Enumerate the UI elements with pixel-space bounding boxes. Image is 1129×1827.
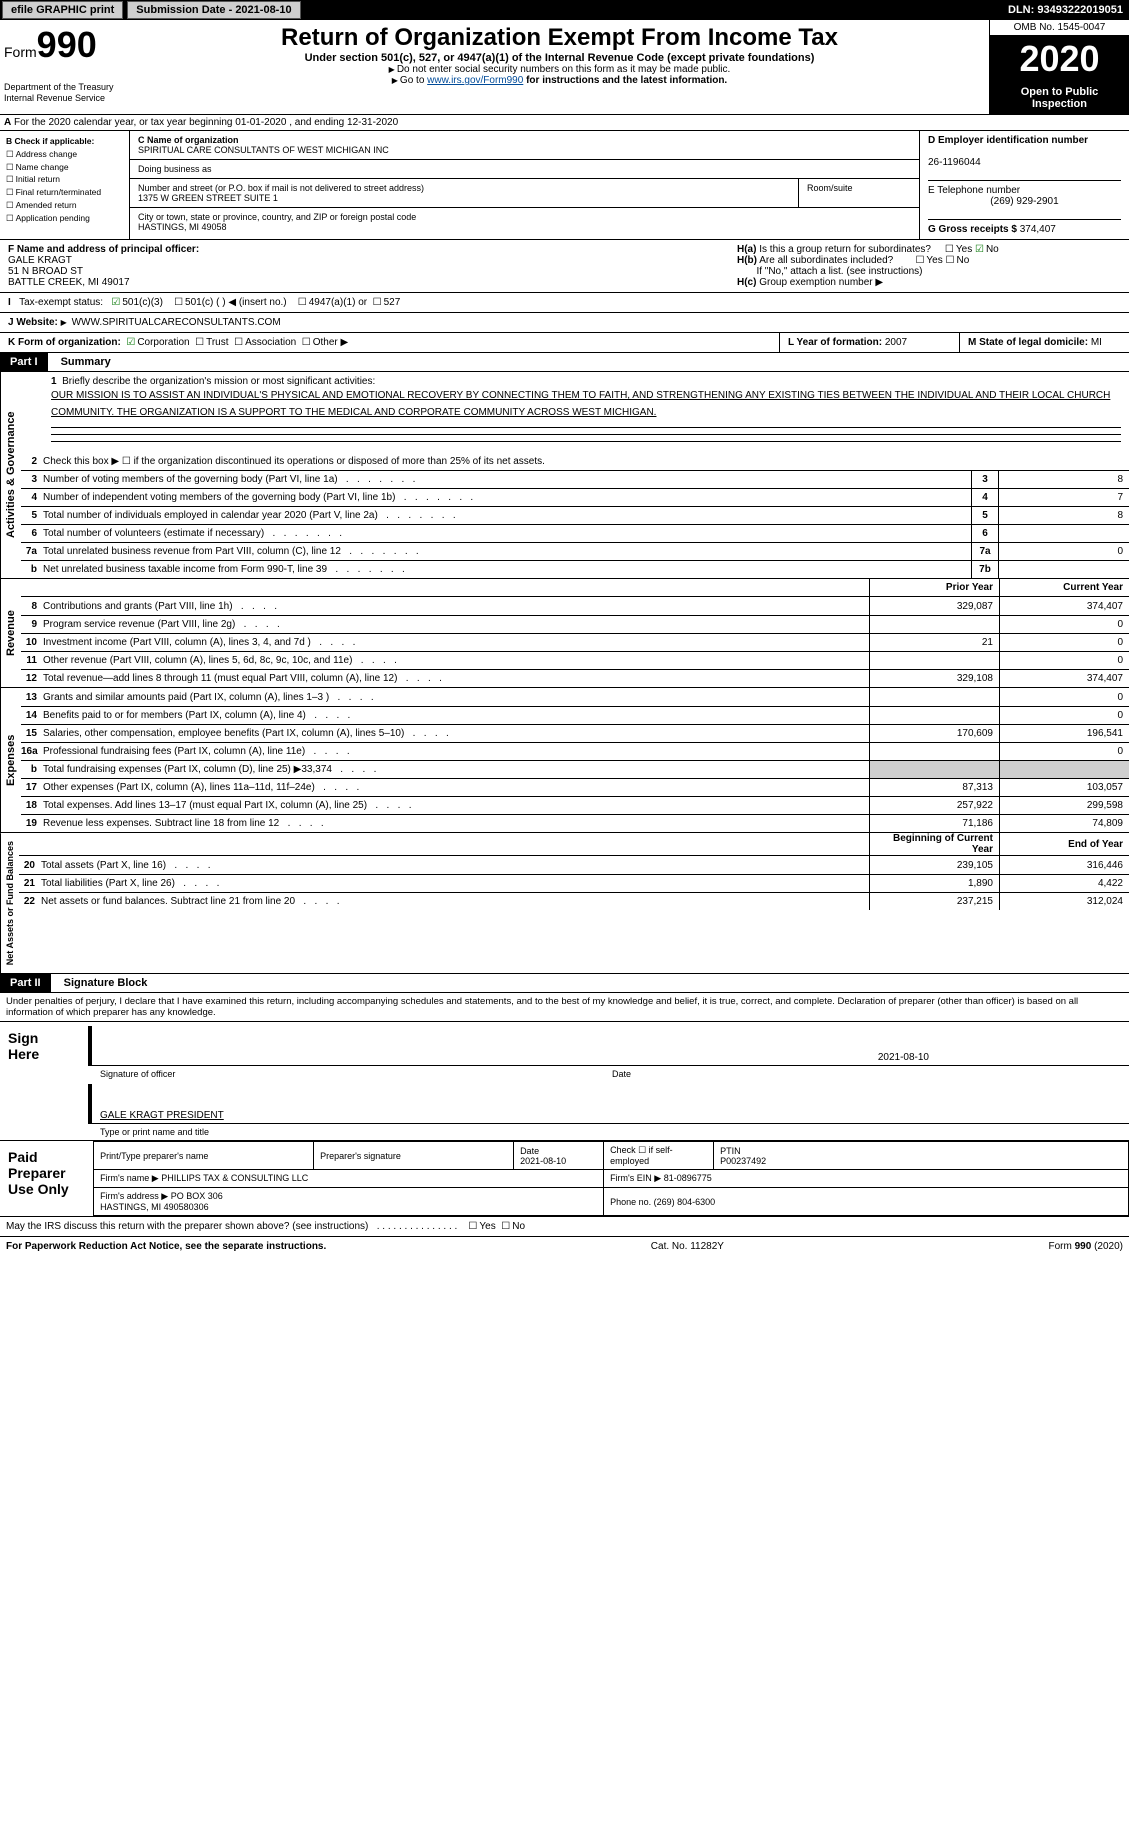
summary-line: 11Other revenue (Part VIII, column (A), … — [21, 651, 1129, 669]
website-row: J Website: WWW.SPIRITUALCARECONSULTANTS.… — [0, 313, 1129, 333]
summary-line: 15Salaries, other compensation, employee… — [21, 724, 1129, 742]
expenses-section: Expenses 13Grants and similar amounts pa… — [0, 687, 1129, 832]
tax-year: 2020 — [990, 36, 1129, 82]
summary-line: 10Investment income (Part VIII, column (… — [21, 633, 1129, 651]
summary-line: 22Net assets or fund balances. Subtract … — [19, 892, 1129, 910]
vert-balances: Net Assets or Fund Balances — [0, 833, 19, 973]
submission-date: Submission Date - 2021-08-10 — [127, 1, 300, 19]
omb-number: OMB No. 1545-0047 — [990, 20, 1129, 36]
summary-line: 19Revenue less expenses. Subtract line 1… — [21, 814, 1129, 832]
summary-line: 21Total liabilities (Part X, line 26) . … — [19, 874, 1129, 892]
form-number: Form990 — [4, 24, 126, 66]
dba-cell: Doing business as — [130, 160, 919, 179]
summary-line: 5Total number of individuals employed in… — [21, 506, 1129, 524]
part-i-header: Part I Summary — [0, 353, 1129, 372]
page-footer: For Paperwork Reduction Act Notice, see … — [0, 1237, 1129, 1256]
ein-cell: D Employer identification number26-11960… — [928, 135, 1121, 168]
principal-officer: F Name and address of principal officer:… — [0, 240, 729, 292]
top-bar: efile GRAPHIC print Submission Date - 20… — [0, 0, 1129, 20]
summary-line: 7aTotal unrelated business revenue from … — [21, 542, 1129, 560]
open-public: Open to Public Inspection — [990, 82, 1129, 114]
address-cell: Number and street (or P.O. box if mail i… — [130, 179, 799, 208]
officer-group-row: F Name and address of principal officer:… — [0, 240, 1129, 293]
dln: DLN: 93493222019051 — [1002, 4, 1129, 16]
summary-line: 8Contributions and grants (Part VIII, li… — [21, 597, 1129, 615]
form-header: Form990 Department of the Treasury Inter… — [0, 20, 1129, 115]
check-if-applicable: B Check if applicable: Address change Na… — [0, 131, 130, 239]
balances-section: Net Assets or Fund Balances Beginning of… — [0, 832, 1129, 974]
paid-preparer-block: Paid Preparer Use Only Print/Type prepar… — [0, 1140, 1129, 1217]
summary-section: Activities & Governance 1 Briefly descri… — [0, 372, 1129, 578]
city-cell: City or town, state or province, country… — [130, 208, 919, 236]
vert-revenue: Revenue — [0, 579, 21, 687]
summary-line: 20Total assets (Part X, line 16) . . . .… — [19, 856, 1129, 874]
summary-line: 14Benefits paid to or for members (Part … — [21, 706, 1129, 724]
note-privacy: Do not enter social security numbers on … — [134, 64, 985, 75]
phone-cell: E Telephone number(269) 929-2901 — [928, 180, 1121, 207]
vert-governance: Activities & Governance — [0, 372, 21, 578]
gross-receipts: G Gross receipts $ 374,407 — [928, 219, 1121, 235]
part-ii-header: Part II Signature Block — [0, 974, 1129, 993]
group-return: H(a) Is this a group return for subordin… — [729, 240, 1129, 292]
summary-line: 18Total expenses. Add lines 13–17 (must … — [21, 796, 1129, 814]
summary-line: 9Program service revenue (Part VIII, lin… — [21, 615, 1129, 633]
summary-line: bTotal fundraising expenses (Part IX, co… — [21, 760, 1129, 778]
discuss-row: May the IRS discuss this return with the… — [0, 1217, 1129, 1237]
efile-button[interactable]: efile GRAPHIC print — [2, 1, 123, 19]
department: Department of the Treasury Internal Reve… — [4, 82, 126, 104]
summary-line: 6Total number of volunteers (estimate if… — [21, 524, 1129, 542]
room-suite: Room/suite — [799, 179, 919, 208]
summary-line: 17Other expenses (Part IX, column (A), l… — [21, 778, 1129, 796]
form-subtitle: Under section 501(c), 527, or 4947(a)(1)… — [134, 52, 985, 64]
vert-expenses: Expenses — [0, 688, 21, 832]
summary-line: 3Number of voting members of the governi… — [21, 470, 1129, 488]
summary-line: 12Total revenue—add lines 8 through 11 (… — [21, 669, 1129, 687]
summary-line: 16aProfessional fundraising fees (Part I… — [21, 742, 1129, 760]
summary-line: 4Number of independent voting members of… — [21, 488, 1129, 506]
form-title: Return of Organization Exempt From Incom… — [134, 24, 985, 52]
note-instructions: Go to www.irs.gov/Form990 for instructio… — [134, 75, 985, 86]
revenue-section: Revenue Prior YearCurrent Year 8Contribu… — [0, 578, 1129, 687]
perjury-statement: Under penalties of perjury, I declare th… — [0, 993, 1129, 1021]
tax-exempt-status: I Tax-exempt status: 501(c)(3) 501(c) ( … — [0, 293, 1129, 313]
form990-link[interactable]: www.irs.gov/Form990 — [427, 75, 523, 86]
summary-line: 13Grants and similar amounts paid (Part … — [21, 688, 1129, 706]
sign-here-block: Sign Here 2021-08-10 Signature of office… — [0, 1021, 1129, 1140]
tax-period: A For the 2020 calendar year, or tax yea… — [0, 115, 1129, 131]
mission-block: 1 Briefly describe the organization's mi… — [21, 372, 1129, 452]
entity-info: B Check if applicable: Address change Na… — [0, 131, 1129, 240]
org-name-cell: C Name of organization SPIRITUAL CARE CO… — [130, 131, 919, 160]
summary-line: bNet unrelated business taxable income f… — [21, 560, 1129, 578]
form-org-row: K Form of organization: Corporation Trus… — [0, 333, 1129, 353]
